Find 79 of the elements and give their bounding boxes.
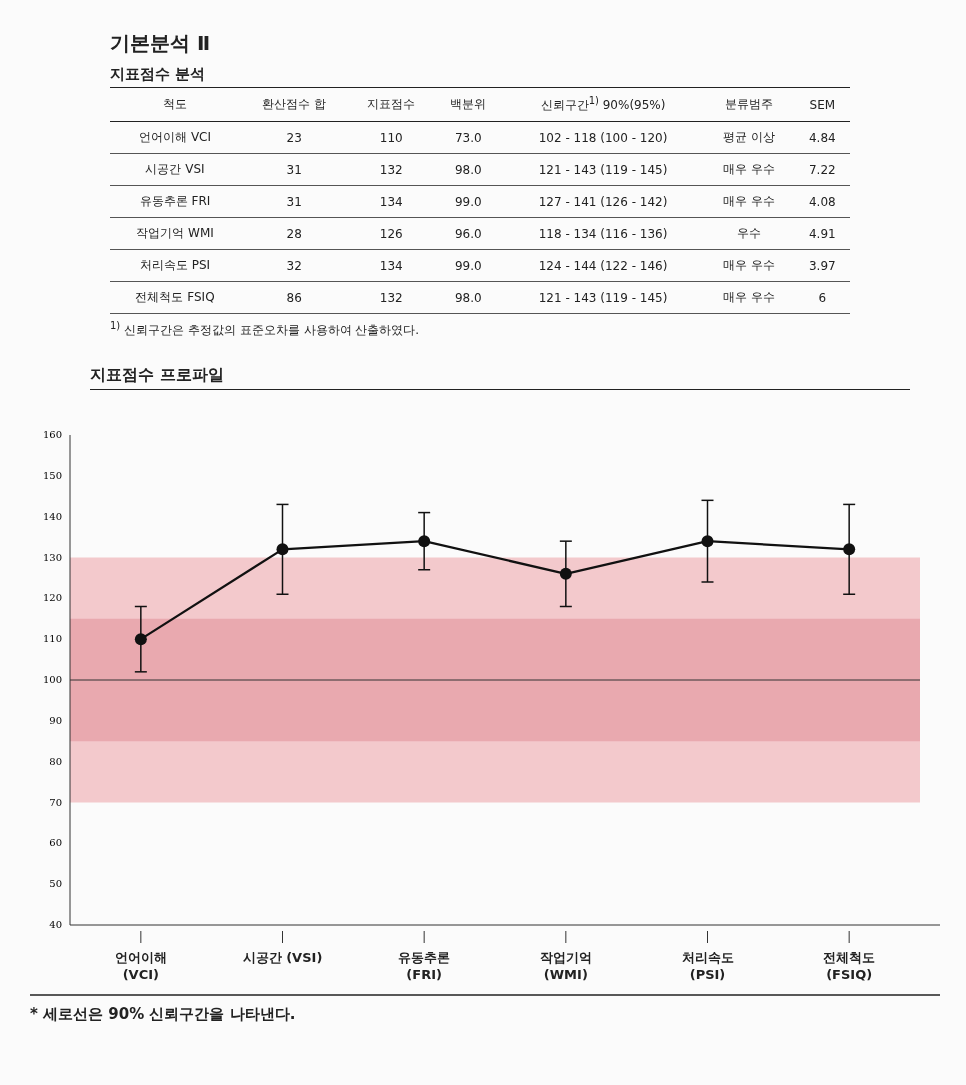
x-tick-label: 전체척도 (FSIQ) [822,949,877,983]
text: 3.97 [794,249,850,282]
text: 평균 이상 [703,121,795,154]
text: 작업기억 WMI [110,217,241,250]
x-tick-label: 작업기억 (WMI) [538,949,593,983]
text: 134 [348,249,435,282]
point [843,543,856,556]
category-label: 분류범주 [703,88,795,122]
text: 매우 우수 [703,281,795,314]
category-label: 지표점수 [348,88,435,122]
point [276,543,289,556]
text: 110 [348,121,435,154]
text: 6 [794,281,850,314]
text: 우수 [703,217,795,250]
y-tick-label: 140 [42,510,62,522]
y-tick-label: 120 [42,592,62,604]
y-tick-label: 150 [42,469,62,481]
text: * 세로선은 90% 신뢰구간을 나타낸다. [30,1005,296,1024]
point [418,535,431,548]
y-tick-label: 130 [42,551,62,563]
text: 4.84 [794,121,850,154]
text: 언어이해 VCI [110,121,241,154]
text: 지표점수 분석 [110,65,850,88]
text: 매우 우수 [703,249,795,282]
text: 유동추론 FRI [110,185,241,218]
text: 102 - 118 (100 - 120) [502,121,704,154]
category-label: 척도 [110,88,241,122]
text: 7.22 [794,153,850,186]
y-tick-label: 80 [49,755,62,767]
y-tick-label: 110 [42,633,62,645]
text: 99.0 [434,249,503,282]
text: 121 - 143 (119 - 145) [502,153,704,186]
text: 23 [240,121,349,154]
y-tick-label: 160 [42,429,62,440]
text: 4.08 [794,185,850,218]
text: 기본분석 Ⅱ [110,30,212,57]
text: 31 [240,153,349,186]
text: 121 - 143 (119 - 145) [502,281,704,314]
point [134,633,147,646]
chart-title: 지표점수 프로파일 [90,365,910,390]
y-tick-label: 40 [49,919,62,930]
text: 시공간 VSI [110,153,241,186]
text: 매우 우수 [703,185,795,218]
point [701,535,714,548]
text: $^{1)}$ 신뢰구간은 추정값의 표준오차를 사용하여 산출하였다. [110,320,421,339]
x-tick-label: 유동추론 (FRI) [397,949,452,983]
text: 98.0 [434,281,503,314]
text: 132 [348,281,435,314]
text: 126 [348,217,435,250]
y-tick-label: 70 [49,796,62,808]
text: 124 - 144 (122 - 146) [502,249,704,282]
x-tick-label: 처리속도 (PSI) [680,949,735,983]
category-label: SEM [794,88,850,122]
text: 99.0 [434,185,503,218]
y-tick-label: 60 [49,837,62,849]
y-tick-label: 100 [42,674,62,685]
text: 처리속도 PSI [110,249,241,282]
y-tick-label: 50 [49,878,62,890]
text: 28 [240,217,349,250]
x-tick-label: 시공간 (VSI) [241,949,324,966]
category-label: 백분위 [434,88,503,122]
text: 32 [240,249,349,282]
text: 31 [240,185,349,218]
text: 전체척도 FSIQ [110,281,241,314]
text: 73.0 [434,121,503,154]
text: 96.0 [434,217,503,250]
text: 매우 우수 [703,153,795,186]
point [559,567,572,580]
text: 132 [348,153,435,186]
category-label: 신뢰구간$^{1)}$ 90%(95%) [502,88,704,122]
text: 4.91 [794,217,850,250]
x-tick-label: 언어이해 (VCI) [113,949,168,983]
text: 118 - 134 (116 - 136) [502,217,704,250]
text: 86 [240,281,349,314]
category-label: 환산점수 합 [240,88,349,122]
text: 98.0 [434,153,503,186]
text: 127 - 141 (126 - 142) [502,185,704,218]
y-tick-label: 90 [49,714,62,726]
text: 134 [348,185,435,218]
